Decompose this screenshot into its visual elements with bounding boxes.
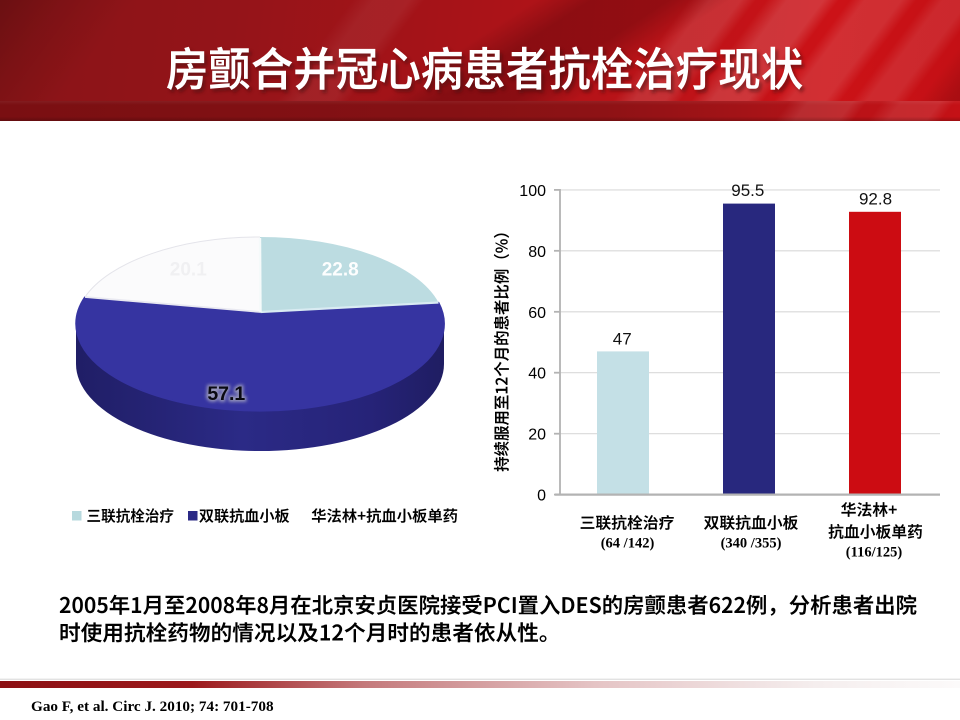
svg-text:0: 0	[537, 488, 546, 505]
svg-text:(64 /142): (64 /142)	[601, 536, 655, 552]
svg-text:(116/125): (116/125)	[846, 545, 903, 561]
svg-text:20.1: 20.1	[170, 260, 207, 281]
svg-text:100: 100	[519, 183, 546, 200]
svg-text:47: 47	[613, 329, 632, 348]
svg-text:95.5: 95.5	[731, 181, 764, 200]
svg-text:Gao F, et al. Circ J. 2010; 74: Gao F, et al. Circ J. 2010; 74: 701-708	[31, 698, 274, 715]
svg-text:92.8: 92.8	[859, 189, 892, 208]
svg-text:20: 20	[528, 427, 546, 444]
svg-text:57.1: 57.1	[207, 383, 245, 405]
svg-text:40: 40	[528, 366, 546, 383]
svg-text:57.1: 57.1	[207, 383, 245, 405]
svg-text:80: 80	[528, 244, 546, 261]
svg-text:(340 /355): (340 /355)	[721, 536, 782, 552]
svg-text:60: 60	[528, 305, 546, 322]
svg-text:22.8: 22.8	[322, 260, 359, 281]
